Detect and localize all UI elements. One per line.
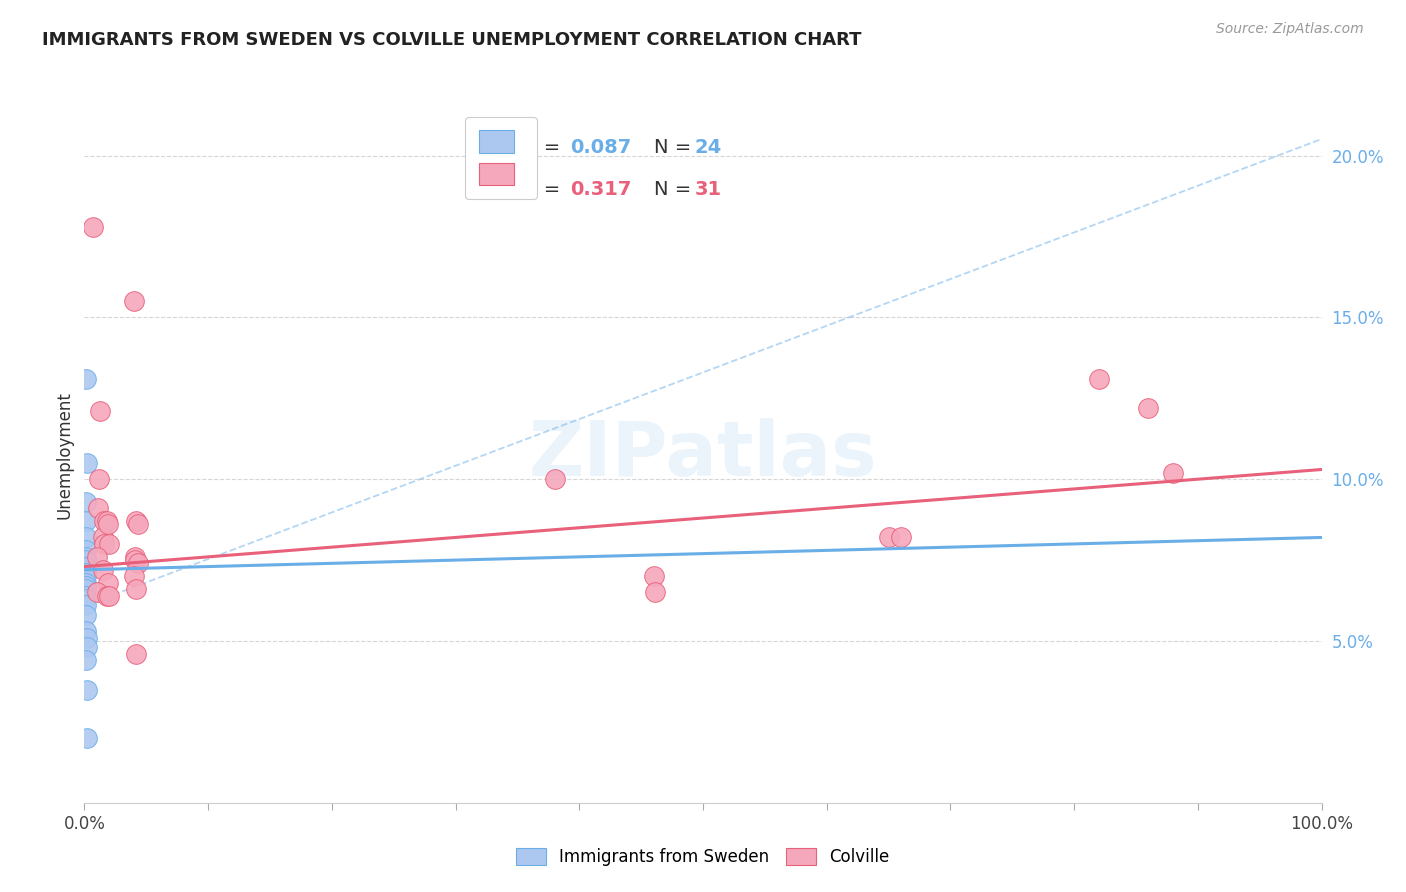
Point <box>76 682 98 697</box>
Point <box>93 514 115 528</box>
Point <box>125 582 148 597</box>
Point <box>76 456 98 470</box>
Point <box>124 553 146 567</box>
Point <box>127 517 149 532</box>
Point <box>75 579 97 593</box>
Point <box>96 589 118 603</box>
Point <box>75 543 97 558</box>
Text: 0.087: 0.087 <box>571 138 631 157</box>
Point <box>75 549 97 564</box>
Point <box>75 566 97 580</box>
Point <box>75 372 97 386</box>
Point <box>89 472 111 486</box>
Point <box>75 624 97 639</box>
Point <box>75 575 97 590</box>
Point <box>75 608 97 623</box>
Point <box>89 404 111 418</box>
Point <box>76 631 98 645</box>
Point <box>82 219 104 234</box>
Legend: Immigrants from Sweden, Colville: Immigrants from Sweden, Colville <box>508 840 898 875</box>
Point <box>127 557 149 571</box>
Point <box>75 553 97 567</box>
Point <box>75 531 97 545</box>
Point <box>76 731 98 745</box>
Point <box>543 472 565 486</box>
Text: Source: ZipAtlas.com: Source: ZipAtlas.com <box>1216 22 1364 37</box>
Point <box>97 517 120 532</box>
Point <box>98 589 121 603</box>
Y-axis label: Unemployment: Unemployment <box>55 391 73 519</box>
Point <box>96 514 118 528</box>
Text: IMMIGRANTS FROM SWEDEN VS COLVILLE UNEMPLOYMENT CORRELATION CHART: IMMIGRANTS FROM SWEDEN VS COLVILLE UNEMP… <box>42 31 862 49</box>
Point <box>75 559 97 574</box>
Point <box>91 531 114 545</box>
Point <box>75 653 97 667</box>
Point <box>87 501 110 516</box>
Point <box>75 514 97 528</box>
Point <box>124 549 146 564</box>
Point <box>86 585 108 599</box>
Text: R =: R = <box>523 180 567 199</box>
Point <box>122 569 145 583</box>
Legend: , : , <box>465 117 537 199</box>
Text: N =: N = <box>654 138 697 157</box>
Text: 0.317: 0.317 <box>571 180 631 199</box>
Point <box>890 531 912 545</box>
Point <box>76 640 98 655</box>
Text: 24: 24 <box>695 138 721 157</box>
Point <box>93 537 115 551</box>
Point <box>75 569 97 583</box>
Point <box>91 563 114 577</box>
Text: R =: R = <box>523 138 567 157</box>
Point <box>125 514 148 528</box>
Text: 31: 31 <box>695 180 721 199</box>
Point <box>1161 466 1184 480</box>
Point <box>86 549 108 564</box>
Point <box>75 599 97 613</box>
Text: ZIPatlas: ZIPatlas <box>529 418 877 491</box>
Point <box>97 575 120 590</box>
Point <box>75 589 97 603</box>
Point <box>75 495 97 509</box>
Point <box>1137 401 1160 415</box>
Point <box>643 569 665 583</box>
Point <box>75 591 97 606</box>
Text: N =: N = <box>654 180 697 199</box>
Point <box>98 537 121 551</box>
Point <box>125 647 148 661</box>
Point <box>122 294 145 309</box>
Point <box>877 531 900 545</box>
Point <box>75 582 97 597</box>
Point <box>1088 372 1111 386</box>
Point <box>644 585 666 599</box>
